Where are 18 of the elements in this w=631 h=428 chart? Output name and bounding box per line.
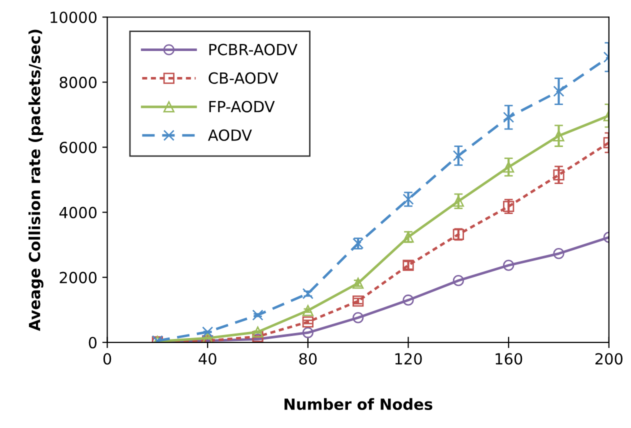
x-tick-label: 120 [395, 353, 422, 365]
legend-label: FP-AODV [209, 100, 275, 112]
y-tick-label: 8000 [60, 76, 97, 88]
legend-label: CB-AODV [208, 72, 278, 84]
y-axis-title: Aveage Collision rate (packets/sec) [28, 30, 44, 332]
legend-label: PCBR-AODV [209, 44, 298, 56]
y-tick-label: 6000 [60, 142, 97, 154]
x-tick-label: 40 [198, 353, 216, 365]
y-tick-label: 0 [88, 336, 97, 348]
legend-label: AODV [208, 129, 252, 141]
x-tick-label: 80 [299, 353, 317, 365]
x-tick-label: 0 [103, 353, 112, 365]
x-tick-label: 200 [595, 353, 622, 365]
x-tick-label: 160 [496, 353, 522, 365]
y-tick-label: 2000 [60, 272, 97, 284]
y-tick-label: 10000 [50, 12, 97, 24]
y-tick-label: 4000 [59, 206, 97, 218]
x-axis-title: Number of Nodes [284, 398, 432, 410]
